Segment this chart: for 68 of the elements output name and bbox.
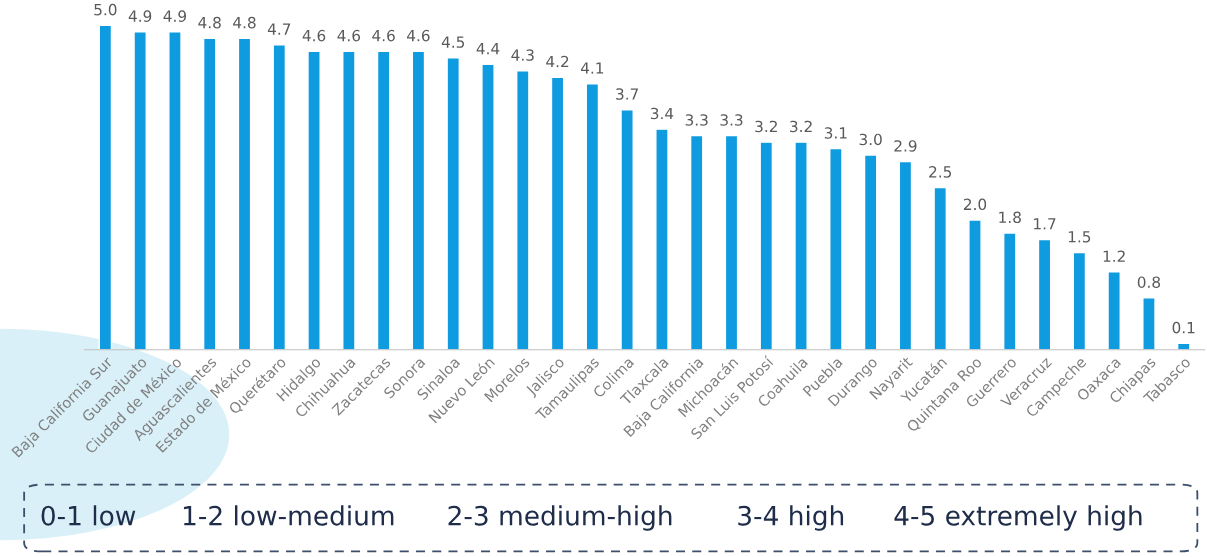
bar [898, 160, 913, 350]
data-label: 4.5 [441, 36, 465, 48]
bar [376, 50, 391, 350]
text: 3-4 high [738, 505, 844, 531]
data-label: 5.0 [94, 3, 117, 16]
data-label: 2.0 [963, 198, 987, 211]
data-label: 4.7 [267, 23, 291, 35]
bar [689, 134, 704, 350]
bar [168, 31, 182, 350]
data-label: 3.2 [790, 120, 812, 133]
bar [968, 219, 982, 350]
bar [655, 128, 669, 350]
bar [863, 154, 878, 350]
data-label: 0.1 [1172, 321, 1195, 334]
bar [446, 57, 460, 350]
data-label: 1.2 [1103, 250, 1125, 262]
data-label: 3.4 [650, 107, 674, 120]
data-label: 3.3 [720, 114, 743, 126]
data-label: 3.2 [755, 120, 777, 133]
data-label: 4.1 [580, 62, 604, 74]
data-label: 4.6 [302, 29, 326, 42]
data-label: 4.9 [163, 10, 187, 22]
data-label: 4.6 [337, 29, 361, 42]
bar [620, 108, 634, 350]
data-label: 4.6 [372, 29, 395, 42]
bar [98, 24, 113, 350]
bar [933, 186, 947, 350]
bar [1037, 238, 1052, 350]
bar [794, 141, 808, 350]
bar [585, 83, 600, 350]
data-label: 3.7 [616, 88, 638, 100]
data-label: 1.5 [1068, 231, 1091, 243]
data-label: 1.8 [999, 211, 1021, 224]
data-label: 3.0 [859, 133, 882, 146]
text: 0-1 low [41, 505, 136, 526]
bar [481, 63, 495, 350]
bar [342, 50, 356, 350]
bar [550, 76, 565, 350]
data-label: 2.9 [894, 140, 917, 152]
data-label: 1.7 [1034, 218, 1056, 230]
bar [1003, 232, 1017, 350]
data-label: 3.1 [824, 127, 847, 139]
data-label: 3.3 [685, 114, 708, 126]
bar [1107, 271, 1121, 350]
bar [133, 31, 147, 350]
text: 4-5 extremely high [894, 505, 1142, 531]
bar [202, 37, 217, 350]
bar [516, 70, 530, 350]
bar [724, 134, 739, 350]
data-label: 4.8 [233, 16, 256, 29]
bar [1142, 297, 1156, 350]
data-label: 4.8 [198, 16, 221, 29]
bar [1072, 251, 1087, 350]
bar [272, 44, 287, 350]
data-label: 4.2 [546, 55, 569, 68]
data-label: 4.3 [511, 49, 534, 61]
data-label: 4.9 [128, 10, 152, 22]
text: 1-2 low-medium [183, 505, 394, 526]
bar [307, 50, 321, 350]
bar [829, 147, 843, 350]
data-label: 4.6 [407, 29, 430, 42]
data-label: 2.5 [929, 166, 952, 178]
bar [237, 37, 252, 350]
bar [411, 50, 426, 350]
bar [759, 141, 774, 350]
text: 2-3 medium-high [448, 505, 672, 531]
data-label: 4.4 [476, 43, 500, 55]
data-label: 0.8 [1137, 276, 1161, 288]
